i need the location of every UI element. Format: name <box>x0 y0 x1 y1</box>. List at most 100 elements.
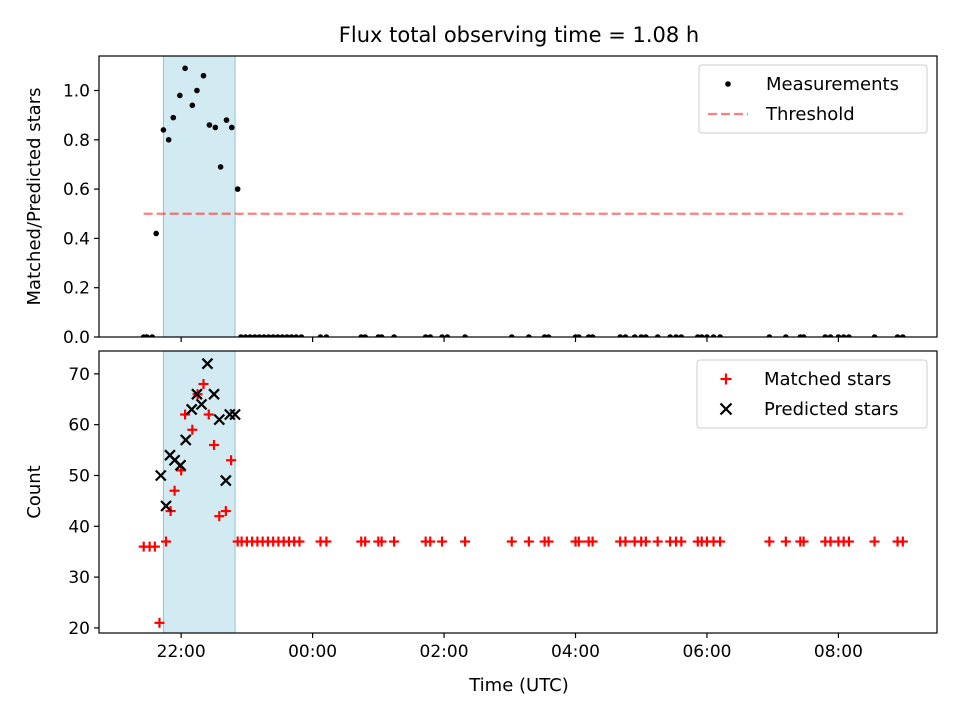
matched-stars-point <box>209 440 220 450</box>
measurements-point <box>189 102 196 109</box>
measurements-point <box>638 334 645 337</box>
measurements-point <box>238 334 244 337</box>
measurements-point <box>200 72 207 79</box>
y-axis-label: Matched/Predicted stars <box>24 88 45 306</box>
matched-stars-point <box>187 424 198 435</box>
predicted-stars-point <box>185 403 198 416</box>
matched-stars-point <box>389 536 400 547</box>
matched-stars-point <box>620 536 631 547</box>
x-tick-label: 04:00 <box>551 642 600 662</box>
measurements-point <box>835 334 842 337</box>
y-tick-label: 1.0 <box>63 82 90 102</box>
measurements-point <box>149 334 156 337</box>
matched-stars-point <box>161 536 172 547</box>
y-tick-label: 0.8 <box>63 131 90 151</box>
measurements-point <box>170 114 177 121</box>
measurements-point <box>589 334 596 337</box>
measurements-point <box>251 334 258 337</box>
measurements-point <box>242 334 249 337</box>
observing-span <box>162 55 236 338</box>
legend: Matched stars Predicted stars <box>696 359 928 429</box>
measurements-point <box>698 334 705 337</box>
measurements-point <box>617 334 624 337</box>
measurements-point <box>800 334 807 337</box>
measurements-point <box>391 334 397 337</box>
x-tick-label: 02:00 <box>420 642 469 662</box>
matched-stars-point <box>180 409 191 420</box>
matched-stars-point <box>154 617 165 628</box>
measurements-point <box>678 334 685 337</box>
predicted-stars-point <box>155 469 167 482</box>
marker-stroke <box>168 454 181 467</box>
legend-frame <box>698 64 928 134</box>
measurements-point <box>439 334 445 337</box>
marker-stroke <box>160 500 172 512</box>
measurements-point <box>247 334 253 337</box>
legend-handle <box>725 81 731 87</box>
predicted-stars-point <box>191 388 203 400</box>
legend-frame <box>696 359 928 429</box>
y-tick-label: 70 <box>68 365 90 385</box>
matched-stars-point <box>587 536 598 547</box>
marker-stroke <box>174 459 187 472</box>
measurements-point <box>894 334 901 337</box>
matched-stars-point <box>198 379 209 390</box>
matched-stars-point <box>640 536 651 547</box>
predicted-stars-point <box>174 459 187 472</box>
measurements-point <box>900 334 906 337</box>
matched-stars-point <box>869 536 880 547</box>
marker-stroke <box>213 413 226 426</box>
predicted-stars-point <box>160 500 172 512</box>
measurements-point <box>165 137 172 143</box>
matched-stars-point <box>843 536 854 547</box>
matched-stars-point <box>897 536 908 547</box>
measurements-point <box>827 334 834 337</box>
matched-stars-point <box>460 536 471 547</box>
measurements-point <box>323 334 330 337</box>
measurements-point <box>871 334 878 337</box>
measurements-point <box>840 334 847 337</box>
measurements-point <box>217 164 224 170</box>
matched-stars-point <box>764 536 775 547</box>
matched-stars-point <box>573 536 584 547</box>
marker-stroke <box>155 469 167 482</box>
matched-stars-point <box>321 536 332 547</box>
predicted-stars-point <box>195 398 208 411</box>
measurements-point <box>643 334 649 337</box>
axes-frame <box>98 55 938 338</box>
measurements-point <box>508 334 515 337</box>
matched-stars-point <box>425 536 436 547</box>
matched-stars-point <box>360 536 371 547</box>
measurements-point <box>206 122 213 128</box>
matched-stars-point <box>294 536 305 547</box>
x-axis-label: Time (UTC) <box>468 675 569 696</box>
data-layer <box>140 65 906 337</box>
measurements-point <box>545 334 552 337</box>
measurements-point <box>274 334 281 337</box>
y-tick-label: 40 <box>68 517 90 537</box>
matched-stars-point <box>169 485 180 496</box>
x-tick-label: 08:00 <box>814 642 863 662</box>
measurements-point <box>822 334 829 337</box>
measurements-point <box>270 334 276 337</box>
matched-stars-point <box>203 409 214 420</box>
measurements-point <box>422 334 429 337</box>
measurements-point <box>710 334 717 337</box>
measurements-point <box>766 334 773 337</box>
y-tick-label: 20 <box>68 619 90 639</box>
matched-stars-point <box>214 511 225 522</box>
legend-label: Predicted stars <box>764 399 898 420</box>
x-tick-label: 06:00 <box>682 642 731 662</box>
measurements-point <box>427 334 434 337</box>
measurements-point <box>212 124 219 131</box>
measurements-point <box>228 124 235 131</box>
x-tick-label: 22:00 <box>157 642 206 662</box>
legend: Measurements Threshold <box>698 64 928 134</box>
measurements-point <box>279 334 286 337</box>
measurements-point <box>256 334 263 337</box>
marker-stroke <box>201 357 214 370</box>
marker-stroke <box>179 434 192 446</box>
y-tick-label: 0.2 <box>63 279 90 299</box>
measurements-point <box>288 334 295 337</box>
y-axis-label: Count <box>24 465 45 518</box>
